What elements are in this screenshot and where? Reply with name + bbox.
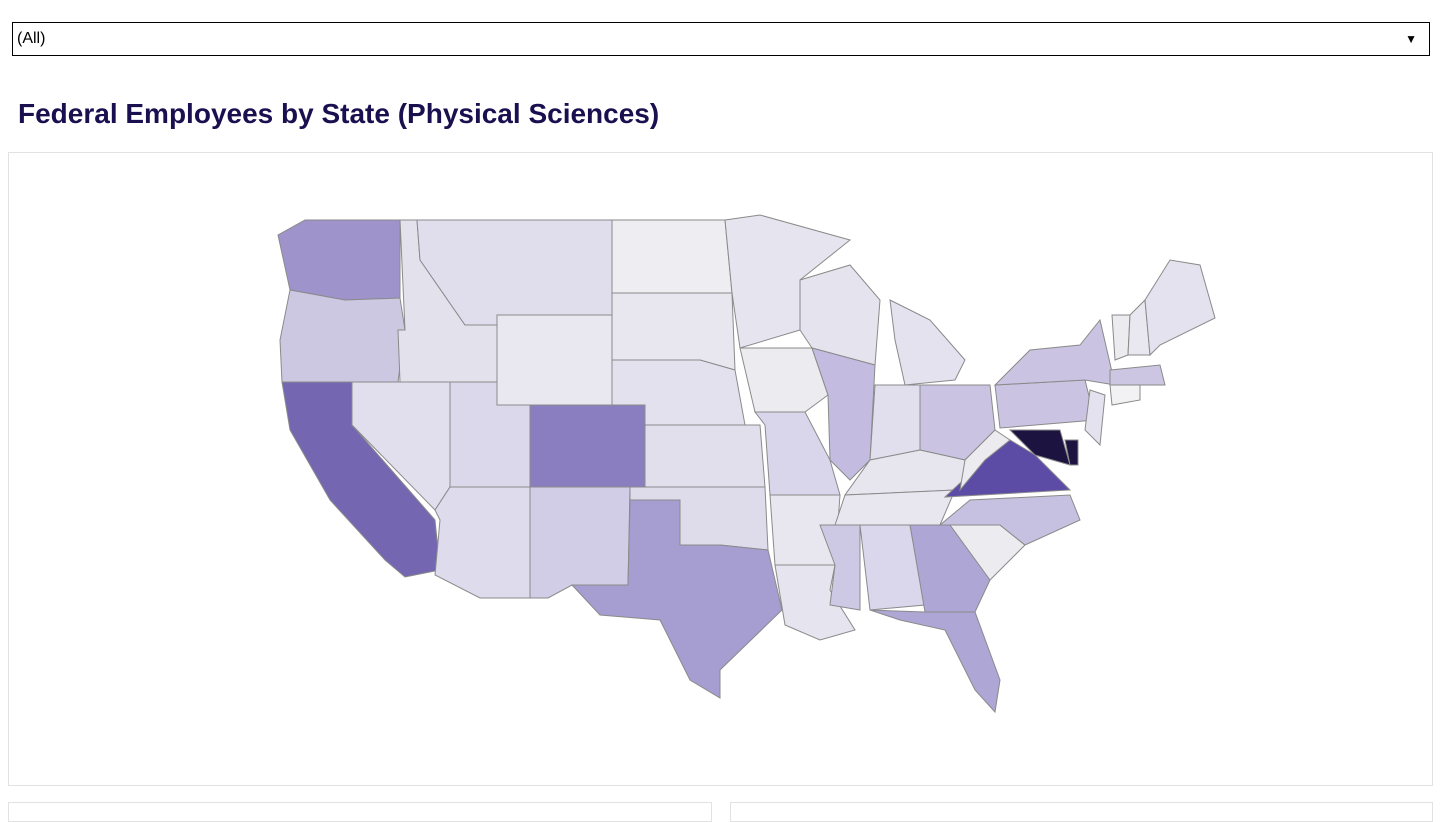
state[interactable]	[959, 429, 1011, 492]
state[interactable]	[611, 292, 736, 371]
lower-panel	[730, 802, 1433, 822]
filter-value: (All)	[17, 30, 46, 47]
state[interactable]	[529, 404, 646, 488]
lower-panel	[8, 802, 712, 822]
state[interactable]	[279, 289, 406, 383]
state[interactable]	[739, 347, 829, 413]
filter-dropdown[interactable]: (All) ▼	[12, 22, 1430, 56]
state[interactable]	[819, 524, 861, 611]
state[interactable]	[529, 486, 631, 599]
state[interactable]	[869, 384, 921, 461]
state[interactable]	[1064, 439, 1079, 466]
state[interactable]	[434, 486, 531, 599]
state[interactable]	[496, 314, 613, 406]
state[interactable]	[994, 379, 1096, 429]
state[interactable]	[834, 489, 956, 526]
state[interactable]	[993, 318, 1116, 386]
state[interactable]	[277, 219, 401, 301]
state[interactable]	[889, 299, 966, 386]
state[interactable]	[753, 411, 841, 496]
state[interactable]	[869, 609, 1001, 714]
states	[277, 214, 1216, 714]
state[interactable]	[1084, 389, 1106, 447]
us-map	[277, 214, 1216, 714]
state[interactable]	[938, 494, 1081, 546]
state[interactable]	[1109, 364, 1166, 386]
state[interactable]	[811, 347, 876, 481]
state[interactable]	[644, 424, 766, 488]
state[interactable]	[1111, 314, 1131, 361]
state[interactable]	[1144, 259, 1216, 357]
map-panel	[8, 152, 1433, 786]
state[interactable]	[611, 219, 733, 294]
dropdown-arrow: ▼	[1405, 32, 1417, 46]
state[interactable]	[1109, 384, 1141, 406]
state[interactable]	[570, 499, 783, 699]
map-title: Federal Employees by State (Physical Sci…	[18, 98, 660, 129]
